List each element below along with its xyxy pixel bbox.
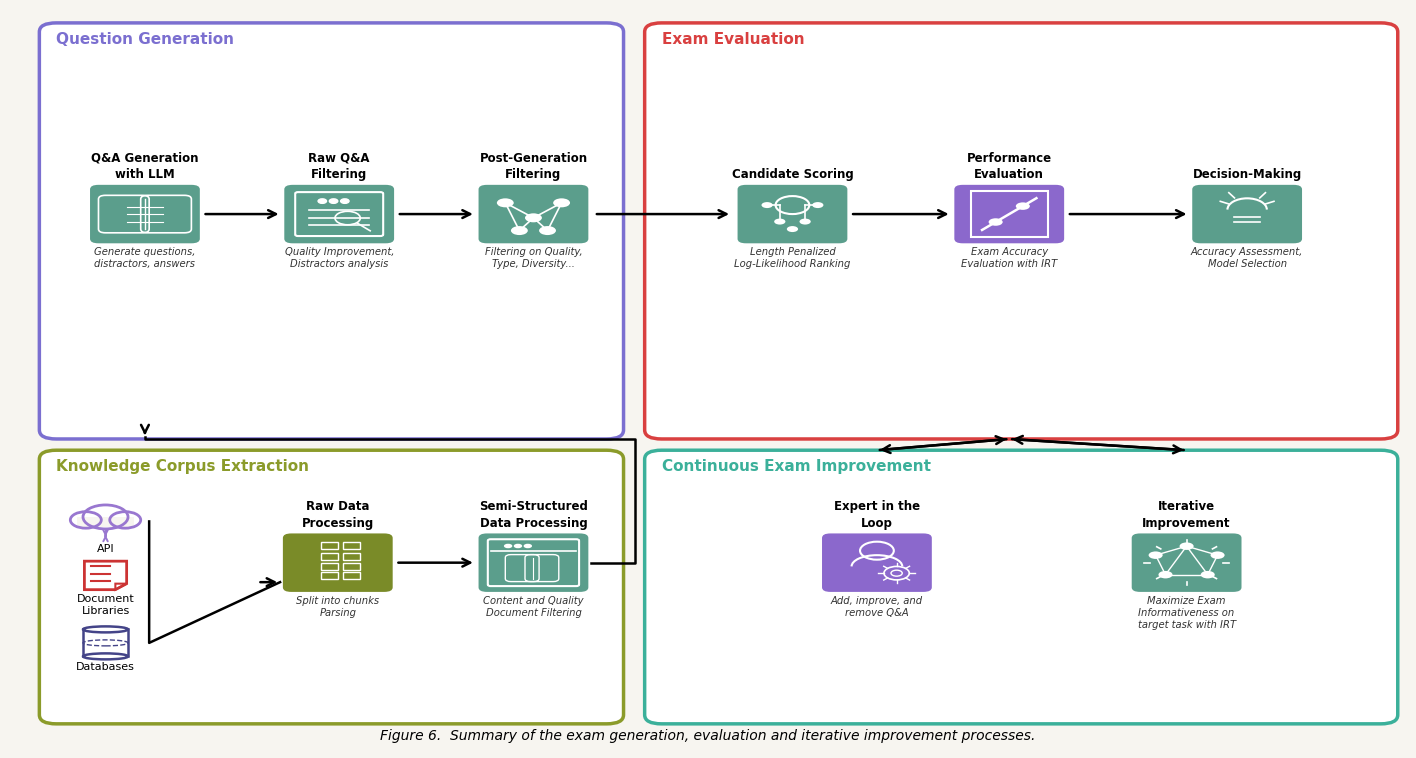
Circle shape bbox=[525, 213, 542, 222]
FancyBboxPatch shape bbox=[738, 185, 847, 243]
FancyBboxPatch shape bbox=[823, 534, 932, 592]
FancyBboxPatch shape bbox=[91, 185, 200, 243]
Text: Split into chunks
Parsing: Split into chunks Parsing bbox=[296, 596, 379, 618]
Circle shape bbox=[762, 202, 773, 208]
Circle shape bbox=[800, 218, 811, 224]
Circle shape bbox=[1201, 571, 1215, 578]
Circle shape bbox=[1158, 571, 1172, 578]
Text: Databases: Databases bbox=[76, 662, 135, 672]
Circle shape bbox=[539, 226, 556, 235]
Text: Content and Quality
Document Filtering: Content and Quality Document Filtering bbox=[483, 596, 583, 618]
Text: Q&A Generation
with LLM: Q&A Generation with LLM bbox=[91, 152, 198, 181]
Text: Continuous Exam Improvement: Continuous Exam Improvement bbox=[661, 459, 930, 475]
Circle shape bbox=[1148, 551, 1163, 559]
Circle shape bbox=[1211, 551, 1225, 559]
Text: Candidate Scoring: Candidate Scoring bbox=[732, 168, 854, 181]
FancyBboxPatch shape bbox=[479, 185, 589, 243]
Text: Knowledge Corpus Extraction: Knowledge Corpus Extraction bbox=[57, 459, 309, 475]
Circle shape bbox=[341, 199, 350, 203]
Circle shape bbox=[787, 226, 799, 232]
FancyBboxPatch shape bbox=[40, 450, 623, 724]
Text: Question Generation: Question Generation bbox=[57, 32, 234, 47]
Text: Maximize Exam
Informativeness on
target task with IRT: Maximize Exam Informativeness on target … bbox=[1137, 596, 1236, 631]
Text: Iterative
Improvement: Iterative Improvement bbox=[1143, 500, 1231, 530]
Circle shape bbox=[775, 218, 786, 224]
Circle shape bbox=[813, 202, 824, 208]
Text: Add, improve, and
remove Q&A: Add, improve, and remove Q&A bbox=[831, 596, 923, 618]
Text: Length Penalized
Log-Likelihood Ranking: Length Penalized Log-Likelihood Ranking bbox=[735, 247, 851, 269]
FancyBboxPatch shape bbox=[479, 534, 589, 592]
Text: Semi-Structured
Data Processing: Semi-Structured Data Processing bbox=[479, 500, 588, 530]
FancyBboxPatch shape bbox=[954, 185, 1065, 243]
Circle shape bbox=[988, 218, 1003, 226]
Text: Exam Accuracy
Evaluation with IRT: Exam Accuracy Evaluation with IRT bbox=[961, 247, 1058, 269]
FancyBboxPatch shape bbox=[40, 23, 623, 439]
Text: Filtering on Quality,
Type, Diversity...: Filtering on Quality, Type, Diversity... bbox=[484, 247, 582, 269]
Text: Exam Evaluation: Exam Evaluation bbox=[661, 32, 804, 47]
FancyBboxPatch shape bbox=[1131, 534, 1242, 592]
Text: Performance
Evaluation: Performance Evaluation bbox=[967, 152, 1052, 181]
Circle shape bbox=[497, 199, 514, 208]
Text: Raw Data
Processing: Raw Data Processing bbox=[302, 500, 374, 530]
FancyBboxPatch shape bbox=[78, 517, 133, 528]
FancyBboxPatch shape bbox=[644, 450, 1398, 724]
FancyBboxPatch shape bbox=[283, 534, 392, 592]
Text: API: API bbox=[96, 544, 115, 554]
Text: Decision-Making: Decision-Making bbox=[1192, 168, 1301, 181]
Text: Accuracy Assessment,
Model Selection: Accuracy Assessment, Model Selection bbox=[1191, 247, 1303, 269]
Text: Quality Improvement,
Distractors analysis: Quality Improvement, Distractors analysi… bbox=[285, 247, 394, 269]
Circle shape bbox=[1180, 543, 1194, 550]
Text: Document
Libraries: Document Libraries bbox=[76, 594, 135, 615]
Circle shape bbox=[524, 543, 532, 548]
Text: Raw Q&A
Filtering: Raw Q&A Filtering bbox=[309, 152, 370, 181]
Text: Post-Generation
Filtering: Post-Generation Filtering bbox=[480, 152, 588, 181]
Text: Generate questions,
distractors, answers: Generate questions, distractors, answers bbox=[95, 247, 195, 269]
FancyBboxPatch shape bbox=[285, 185, 394, 243]
Circle shape bbox=[511, 226, 528, 235]
Circle shape bbox=[554, 199, 571, 208]
Circle shape bbox=[330, 199, 338, 203]
Circle shape bbox=[514, 543, 523, 548]
Circle shape bbox=[1015, 202, 1029, 210]
FancyBboxPatch shape bbox=[1192, 185, 1303, 243]
Text: Figure 6.  Summary of the exam generation, evaluation and iterative improvement : Figure 6. Summary of the exam generation… bbox=[381, 728, 1035, 743]
Circle shape bbox=[319, 199, 327, 203]
Text: Expert in the
Loop: Expert in the Loop bbox=[834, 500, 920, 530]
FancyBboxPatch shape bbox=[644, 23, 1398, 439]
Circle shape bbox=[504, 543, 513, 548]
